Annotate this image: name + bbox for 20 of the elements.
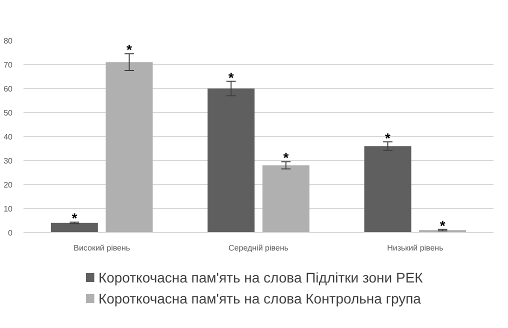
x-tick-label: Середній рівень	[228, 244, 288, 252]
data-label: *	[228, 69, 234, 86]
y-tick-label: 60	[4, 84, 14, 94]
y-tick-label: 70	[4, 60, 14, 70]
data-label: *	[283, 150, 290, 166]
y-tick-label: 10	[4, 204, 14, 214]
legend-label: Короткочасна пам'ять на слова Підлітки зони РЕК	[98, 270, 424, 286]
y-tick-label: 40	[4, 132, 14, 142]
data-label: *	[440, 217, 446, 234]
y-tick-label: 50	[4, 108, 14, 118]
x-tick-label: Низький рівень	[387, 244, 444, 252]
legend-label: Короткочасна пам'ять на слова Контрольна група	[98, 290, 422, 306]
x-tick-label: Високий рівень	[74, 244, 130, 252]
y-tick-label: 80	[4, 36, 14, 46]
data-label: *	[126, 42, 133, 58]
y-tick-label: 0	[8, 228, 14, 238]
y-tick-label: 20	[4, 180, 14, 190]
data-label: *	[385, 130, 392, 146]
data-label: *	[72, 210, 78, 226]
y-tick-label: 30	[4, 156, 14, 166]
